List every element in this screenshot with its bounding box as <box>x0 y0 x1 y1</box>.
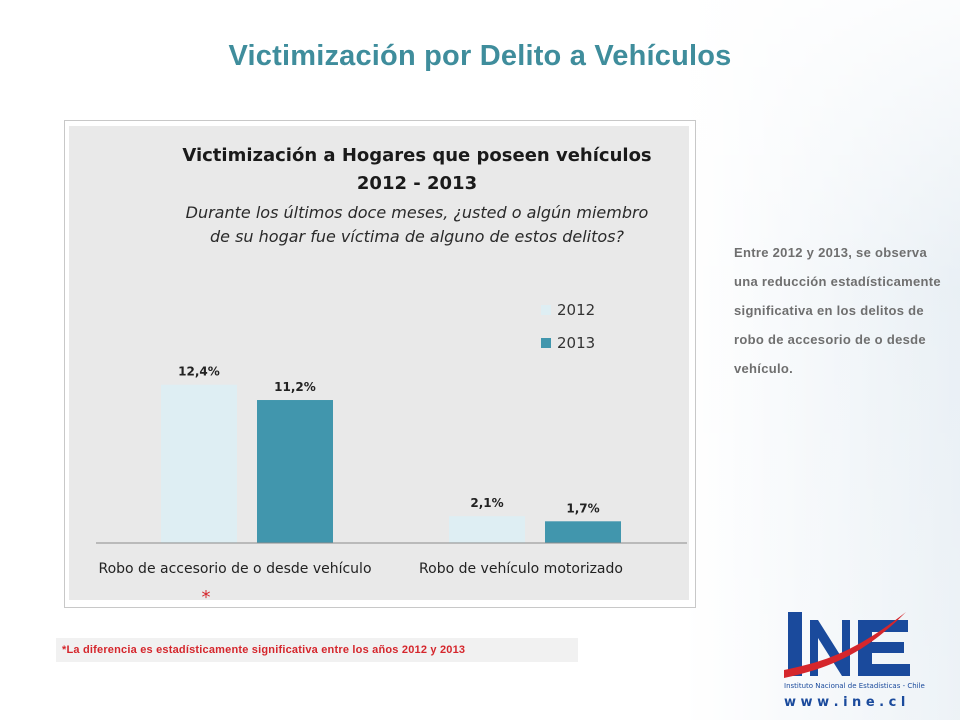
ine-logo-letters <box>784 612 910 678</box>
data-label-2012-robo-vehiculo: 2,1% <box>470 496 503 510</box>
legend-label-2012: 2012 <box>557 301 595 319</box>
legend-swatch-2012 <box>541 305 551 315</box>
summary-text: Entre 2012 y 2013, se observa una reducc… <box>734 245 941 376</box>
footnote: *La diferencia es estadísticamente signi… <box>56 638 578 662</box>
legend-label-2013: 2013 <box>557 334 595 352</box>
slide-title: Victimización por Delito a Vehículos <box>228 40 732 72</box>
x-tick-robo-vehiculo: Robo de vehículo motorizado <box>419 561 623 577</box>
chart-legend: 2012 2013 <box>541 301 595 352</box>
bar-group: 12,4% 11,2% 2,1% 1,7% <box>161 365 621 543</box>
ine-logo-url: w w w . i n e . c l <box>784 695 905 710</box>
x-tick-robo-accesorio: Robo de accesorio de o desde vehículo <box>98 561 371 577</box>
bar-2012-robo-accesorio <box>161 384 237 543</box>
bar-2012-robo-vehiculo <box>449 516 525 543</box>
bar-2013-robo-accesorio <box>257 400 333 543</box>
chart-title: Victimización a Hogares que poseen vehíc… <box>182 145 651 166</box>
data-label-2013-robo-vehiculo: 1,7% <box>566 501 599 515</box>
significance-asterisk: * <box>202 587 211 607</box>
chart-frame: Victimización a Hogares que poseen vehíc… <box>64 120 696 608</box>
bar-chart: Victimización a Hogares que poseen vehíc… <box>69 126 689 607</box>
ine-logo-org-name: Instituto Nacional de Estadísticas - Chi… <box>784 682 925 690</box>
ine-logo: Instituto Nacional de Estadísticas - Chi… <box>784 612 925 710</box>
chart-subtitle-line2: de su hogar fue víctima de alguno de est… <box>210 227 625 246</box>
legend-swatch-2013 <box>541 338 551 348</box>
chart-subtitle-line1: Durante los últimos doce meses, ¿usted o… <box>186 203 649 222</box>
data-label-2012-robo-accesorio: 12,4% <box>178 365 220 379</box>
bar-2013-robo-vehiculo <box>545 521 621 543</box>
data-label-2013-robo-accesorio: 11,2% <box>274 380 316 394</box>
chart-title-years: 2012 - 2013 <box>357 173 477 194</box>
